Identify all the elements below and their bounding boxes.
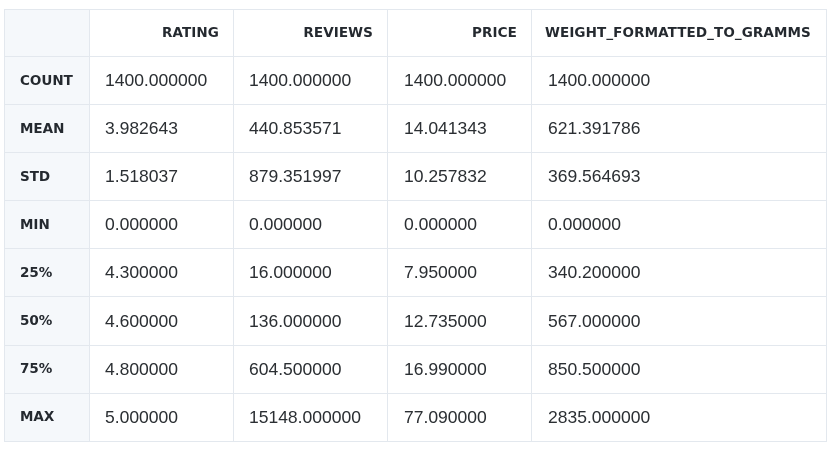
table-cell: 16.990000 bbox=[387, 344, 532, 394]
table-cell: 4.300000 bbox=[89, 248, 234, 298]
table-cell: 340.200000 bbox=[531, 248, 827, 298]
table-cell: 1.518037 bbox=[89, 152, 234, 202]
row-header-min: MIN bbox=[4, 200, 90, 250]
table-cell: 604.500000 bbox=[233, 344, 388, 394]
table-cell: 7.950000 bbox=[387, 248, 532, 298]
table-cell: 12.735000 bbox=[387, 296, 532, 346]
table-cell: 850.500000 bbox=[531, 344, 827, 394]
table-cell: 77.090000 bbox=[387, 392, 532, 442]
table-cell: 2835.000000 bbox=[531, 392, 827, 442]
table-cell: 1400.000000 bbox=[531, 55, 827, 106]
table-cell: 4.600000 bbox=[89, 296, 234, 346]
table-cell: 15148.000000 bbox=[233, 392, 388, 442]
row-header-count: COUNT bbox=[4, 55, 90, 106]
stats-table-container: RATING REVIEWS PRICE WEIGHT_FORMATTED_TO… bbox=[4, 9, 827, 442]
table-row: 75% 4.800000 604.500000 16.990000 850.50… bbox=[4, 344, 827, 394]
table-cell: 440.853571 bbox=[233, 104, 388, 154]
row-header-mean: MEAN bbox=[4, 104, 90, 154]
column-header-reviews[interactable]: REVIEWS bbox=[233, 9, 388, 57]
table-cell: 5.000000 bbox=[89, 392, 234, 442]
table-cell: 10.257832 bbox=[387, 152, 532, 202]
row-header-50-percent: 50% bbox=[4, 296, 90, 346]
table-cell: 369.564693 bbox=[531, 152, 827, 202]
table-row: MIN 0.000000 0.000000 0.000000 0.000000 bbox=[4, 200, 827, 250]
row-header-std: STD bbox=[4, 152, 90, 202]
table-cell: 1400.000000 bbox=[89, 55, 234, 106]
table-body: COUNT 1400.000000 1400.000000 1400.00000… bbox=[4, 55, 827, 442]
table-cell: 16.000000 bbox=[233, 248, 388, 298]
column-header-rating[interactable]: RATING bbox=[89, 9, 234, 57]
table-header: RATING REVIEWS PRICE WEIGHT_FORMATTED_TO… bbox=[4, 9, 827, 57]
table-cell: 136.000000 bbox=[233, 296, 388, 346]
table-row: 50% 4.600000 136.000000 12.735000 567.00… bbox=[4, 296, 827, 346]
describe-stats-table: RATING REVIEWS PRICE WEIGHT_FORMATTED_TO… bbox=[4, 9, 827, 442]
table-row: STD 1.518037 879.351997 10.257832 369.56… bbox=[4, 152, 827, 202]
table-cell: 0.000000 bbox=[531, 200, 827, 250]
table-cell: 14.041343 bbox=[387, 104, 532, 154]
table-cell: 0.000000 bbox=[387, 200, 532, 250]
table-cell: 3.982643 bbox=[89, 104, 234, 154]
table-cell: 4.800000 bbox=[89, 344, 234, 394]
header-row: RATING REVIEWS PRICE WEIGHT_FORMATTED_TO… bbox=[4, 9, 827, 57]
row-header-max: MAX bbox=[4, 392, 90, 442]
table-row: MEAN 3.982643 440.853571 14.041343 621.3… bbox=[4, 104, 827, 154]
table-row: COUNT 1400.000000 1400.000000 1400.00000… bbox=[4, 55, 827, 106]
row-header-75-percent: 75% bbox=[4, 344, 90, 394]
table-row: MAX 5.000000 15148.000000 77.090000 2835… bbox=[4, 392, 827, 442]
table-cell: 879.351997 bbox=[233, 152, 388, 202]
table-cell: 0.000000 bbox=[89, 200, 234, 250]
table-cell: 1400.000000 bbox=[233, 55, 388, 106]
table-cell: 567.000000 bbox=[531, 296, 827, 346]
row-header-25-percent: 25% bbox=[4, 248, 90, 298]
table-row: 25% 4.300000 16.000000 7.950000 340.2000… bbox=[4, 248, 827, 298]
column-header-price[interactable]: PRICE bbox=[387, 9, 532, 57]
column-header-weight[interactable]: WEIGHT_FORMATTED_TO_GRAMMS bbox=[531, 9, 827, 57]
table-cell: 1400.000000 bbox=[387, 55, 532, 106]
table-cell: 621.391786 bbox=[531, 104, 827, 154]
corner-header-cell bbox=[4, 9, 90, 57]
table-cell: 0.000000 bbox=[233, 200, 388, 250]
